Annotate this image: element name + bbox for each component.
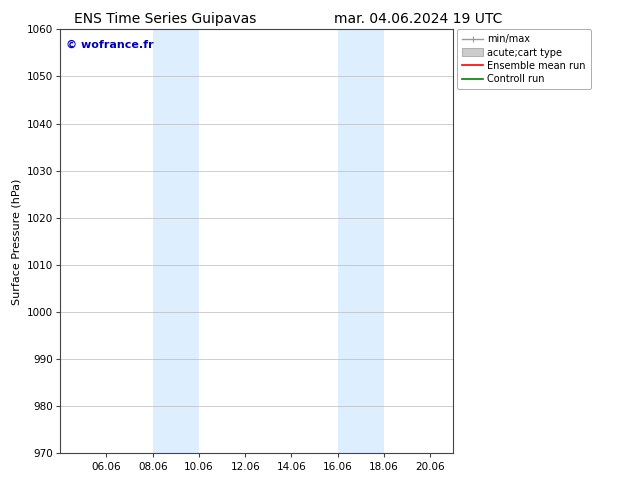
Text: ENS Time Series Guipavas: ENS Time Series Guipavas (74, 12, 256, 26)
Y-axis label: Surface Pressure (hPa): Surface Pressure (hPa) (11, 178, 22, 304)
Bar (338, 29, 384, 453)
Bar (153, 29, 199, 453)
Text: mar. 04.06.2024 19 UTC: mar. 04.06.2024 19 UTC (334, 12, 503, 26)
Text: © wofrance.fr: © wofrance.fr (66, 40, 154, 50)
Legend: min/max, acute;cart type, Ensemble mean run, Controll run: min/max, acute;cart type, Ensemble mean … (457, 29, 591, 89)
